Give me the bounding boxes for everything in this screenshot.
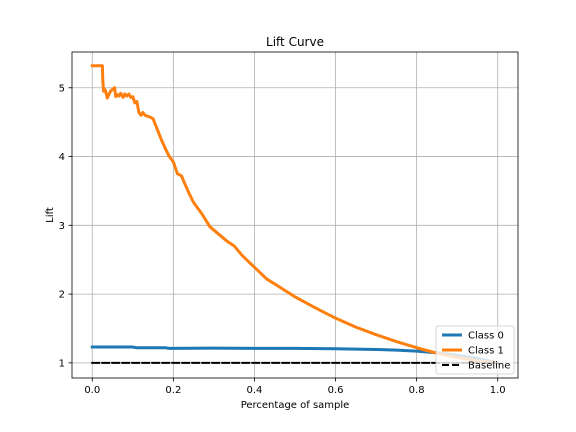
- x-tick-label: 0.2: [165, 385, 181, 396]
- series-line-class-1: [90, 64, 500, 365]
- y-tick-label: 2: [59, 290, 65, 301]
- x-tick-label: 0.4: [247, 385, 263, 396]
- legend-entry-label: Class 1: [468, 346, 504, 357]
- y-axis-label: Lift: [45, 207, 56, 223]
- y-tick-label: 1: [59, 358, 65, 369]
- plot-area: [72, 52, 518, 378]
- legend: Class 0 Class 1 Baseline: [435, 325, 515, 375]
- grid-lines: [72, 52, 518, 378]
- y-tick-label: 5: [59, 83, 65, 94]
- x-axis-label: Percentage of sample: [241, 400, 350, 411]
- y-tick-label: 3: [59, 221, 65, 232]
- legend-entry-label: Baseline: [468, 361, 510, 372]
- legend-entry-label: Class 0: [468, 331, 504, 342]
- chart-title: Lift Curve: [266, 35, 324, 49]
- x-tick-label: 0.6: [328, 385, 344, 396]
- x-tick-label: 0.0: [84, 385, 100, 396]
- y-tick-label: 4: [59, 152, 65, 163]
- y-axis-ticks: 1 2 3 4 5: [59, 83, 72, 369]
- x-axis-ticks: 0.0 0.2 0.4 0.6 0.8 1.0: [84, 378, 506, 396]
- plot-frame: [71, 51, 519, 379]
- legend-box: [435, 325, 515, 375]
- x-tick-label: 1.0: [490, 385, 506, 396]
- x-tick-label: 0.8: [409, 385, 425, 396]
